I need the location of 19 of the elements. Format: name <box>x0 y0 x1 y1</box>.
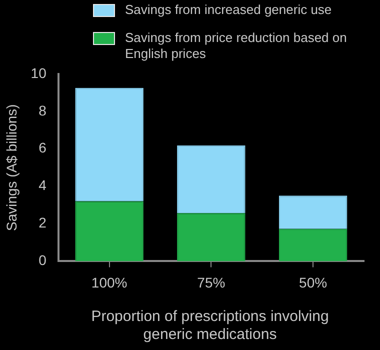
x-axis-title: Proportion of prescriptions involving generic medications <box>90 308 330 344</box>
bar <box>278 196 348 229</box>
x-tick-label: 50% <box>299 274 328 290</box>
bar <box>75 88 144 202</box>
y-tick-label: 6 <box>38 140 47 156</box>
bar <box>177 213 246 262</box>
x-tick-label: 75% <box>197 274 226 290</box>
y-tick-label: 8 <box>38 102 47 118</box>
y-axis-title: Savings (A$ billions) <box>3 104 20 232</box>
y-tick-label: 10 <box>30 64 47 81</box>
legend-label: Savings from price reduction based on English prices <box>125 30 348 62</box>
bar <box>75 201 144 262</box>
y-tick-label: 4 <box>38 177 47 194</box>
x-tick-label: 100% <box>91 274 128 290</box>
y-tick-label: 0 <box>38 252 47 268</box>
bar <box>278 228 348 262</box>
legend-label: Savings from increased generic use <box>125 2 333 18</box>
y-tick-label: 2 <box>38 214 47 231</box>
bar <box>177 145 246 214</box>
